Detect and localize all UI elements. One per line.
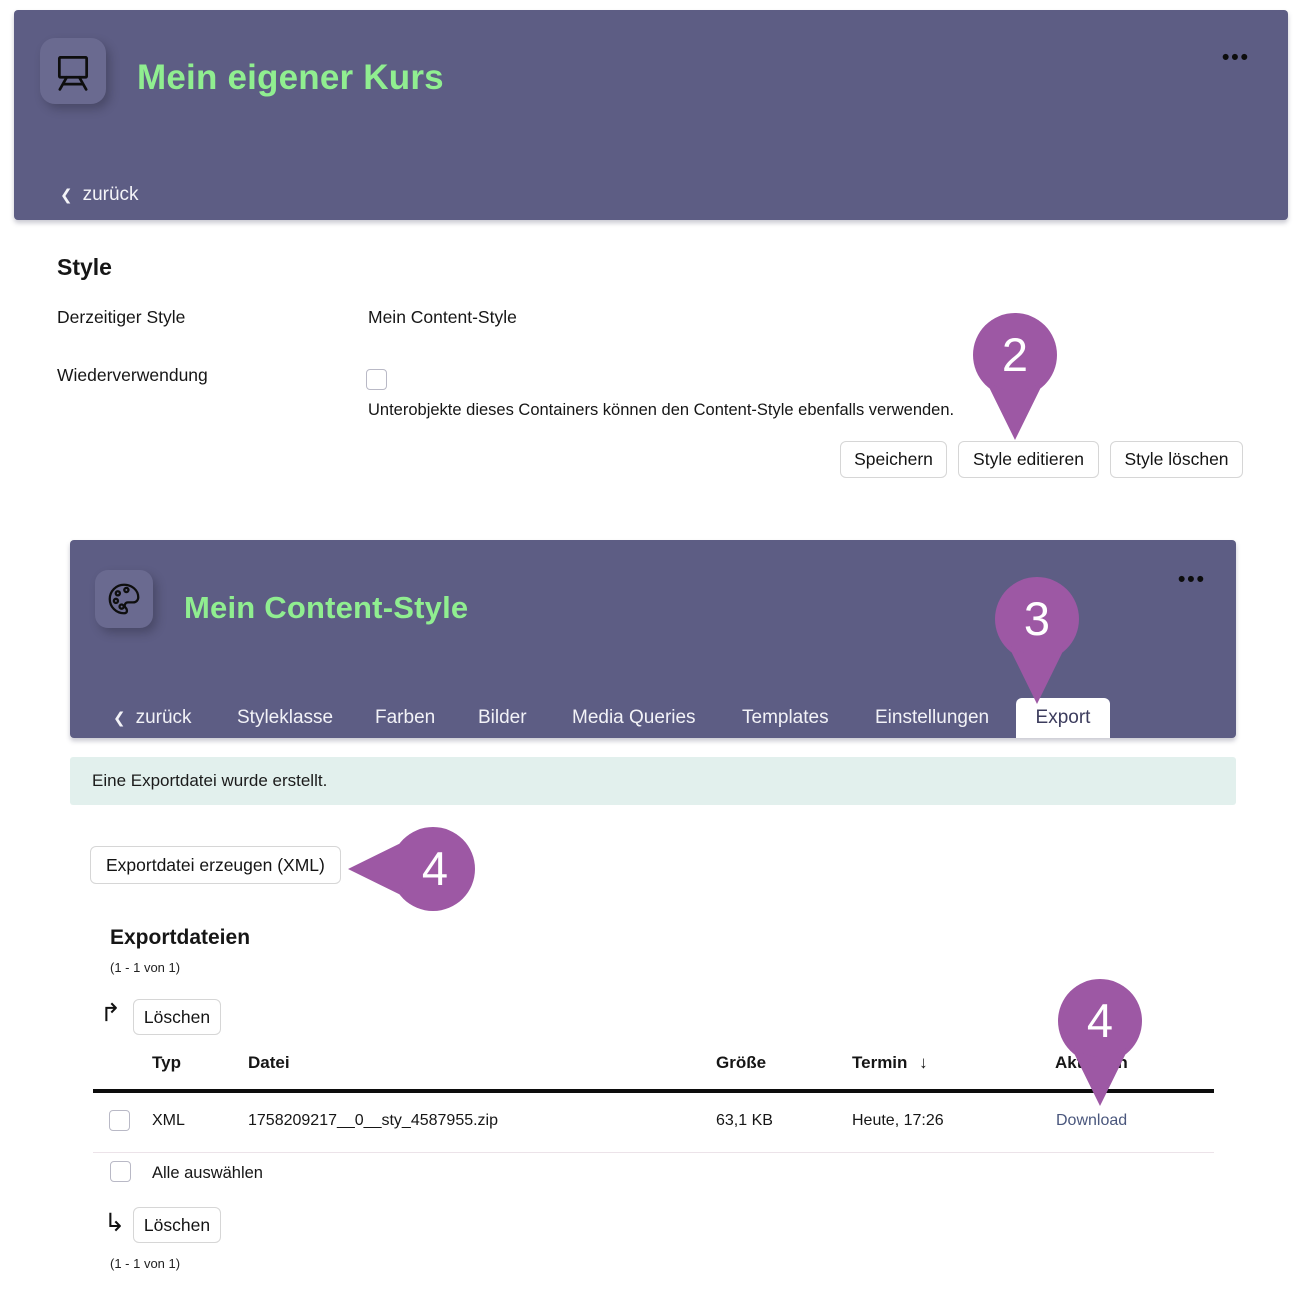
back-label: zurück — [82, 184, 139, 205]
tab-label: Farben — [375, 707, 436, 728]
map-pin-icon — [995, 577, 1079, 704]
step-marker-4b: 4 — [1058, 979, 1142, 1107]
tab-templates[interactable]: Templates — [742, 703, 829, 733]
course-title: Mein eigener Kurs — [137, 58, 444, 97]
content-style-title: Mein Content-Style — [184, 590, 469, 625]
map-pin-icon — [973, 313, 1057, 440]
delete-files-button-bottom[interactable]: Löschen — [133, 1207, 221, 1243]
chevron-left-icon: ❮ — [113, 710, 126, 727]
select-all-checkbox[interactable] — [110, 1161, 131, 1182]
step-marker-2: 2 — [973, 313, 1057, 441]
tab-label: zurück — [135, 707, 192, 728]
table-header-rule — [93, 1089, 1214, 1093]
arrow-down-right-icon: ↳ — [104, 1209, 125, 1237]
tab-media-queries[interactable]: Media Queries — [572, 703, 696, 733]
export-files-heading: Exportdateien — [110, 926, 251, 949]
download-link[interactable]: Download — [1056, 1112, 1128, 1129]
current-style-label: Derzeitiger Style — [57, 307, 186, 327]
reuse-checkbox[interactable] — [366, 369, 387, 390]
tab-back[interactable]: ❮ zurück — [113, 703, 192, 733]
col-header-datei: Datei — [248, 1053, 290, 1072]
delete-style-button[interactable]: Style löschen — [1110, 441, 1243, 478]
col-header-termin[interactable]: Termin ↓ — [852, 1053, 928, 1073]
tab-export-active[interactable]: Export — [1016, 698, 1110, 738]
cell-datei: 1758209217__0__sty_4587955.zip — [248, 1112, 499, 1129]
style-icon-tile — [95, 570, 153, 628]
success-message-text: Eine Exportdatei wurde erstellt. — [92, 771, 328, 790]
presentation-board-icon — [57, 55, 89, 91]
create-export-button[interactable]: Exportdatei erzeugen (XML) — [90, 846, 341, 884]
arrow-up-right-icon: ↱ — [100, 999, 121, 1027]
success-message: Eine Exportdatei wurde erstellt. — [70, 757, 1236, 805]
tab-label: Media Queries — [572, 707, 696, 728]
tab-label: Templates — [742, 707, 829, 728]
tab-einstellungen[interactable]: Einstellungen — [875, 703, 989, 733]
reuse-help-text: Unterobjekte dieses Containers können de… — [368, 401, 955, 419]
current-style-value: Mein Content-Style — [368, 307, 517, 327]
tab-label: Styleklasse — [237, 707, 334, 728]
ellipsis-menu-icon[interactable]: ••• — [1221, 46, 1250, 69]
cell-typ: XML — [152, 1112, 185, 1129]
select-all-label: Alle auswählen — [152, 1164, 263, 1182]
back-link[interactable]: ❮ zurück — [60, 184, 139, 206]
pagination-top: (1 - 1 von 1) — [110, 960, 181, 975]
tab-label: Export — [1035, 707, 1091, 728]
reuse-label: Wiederverwendung — [57, 365, 208, 385]
tab-label: Bilder — [478, 707, 527, 728]
palette-icon — [108, 583, 140, 615]
col-header-label: Termin — [852, 1053, 908, 1072]
delete-files-button-top[interactable]: Löschen — [133, 999, 221, 1035]
tab-bilder[interactable]: Bilder — [478, 703, 527, 733]
save-button[interactable]: Speichern — [840, 441, 947, 478]
map-pin-icon — [1058, 979, 1142, 1106]
tab-farben[interactable]: Farben — [375, 703, 435, 733]
tab-styleklasse[interactable]: Styleklasse — [237, 703, 333, 733]
style-section-heading: Style — [57, 254, 112, 280]
course-header-panel: Mein eigener Kurs ••• ❮ zurück — [14, 10, 1288, 220]
col-header-typ: Typ — [152, 1053, 181, 1072]
pagination-bottom: (1 - 1 von 1) — [110, 1256, 181, 1271]
edit-style-button[interactable]: Style editieren — [958, 441, 1099, 478]
table-row-divider — [93, 1152, 1214, 1153]
step-marker-4a: 4 — [347, 827, 475, 911]
sort-desc-icon: ↓ — [919, 1053, 928, 1072]
ellipsis-menu-icon[interactable]: ••• — [1177, 568, 1206, 591]
col-header-groesse: Größe — [716, 1053, 767, 1072]
map-pin-icon — [348, 827, 475, 911]
step-marker-3: 3 — [995, 577, 1079, 705]
tab-label: Einstellungen — [875, 707, 990, 728]
cell-groesse: 63,1 KB — [716, 1112, 773, 1129]
cell-termin: Heute, 17:26 — [852, 1112, 944, 1129]
row-checkbox[interactable] — [109, 1110, 130, 1131]
course-icon-tile — [40, 38, 106, 104]
chevron-left-icon: ❮ — [60, 187, 73, 204]
